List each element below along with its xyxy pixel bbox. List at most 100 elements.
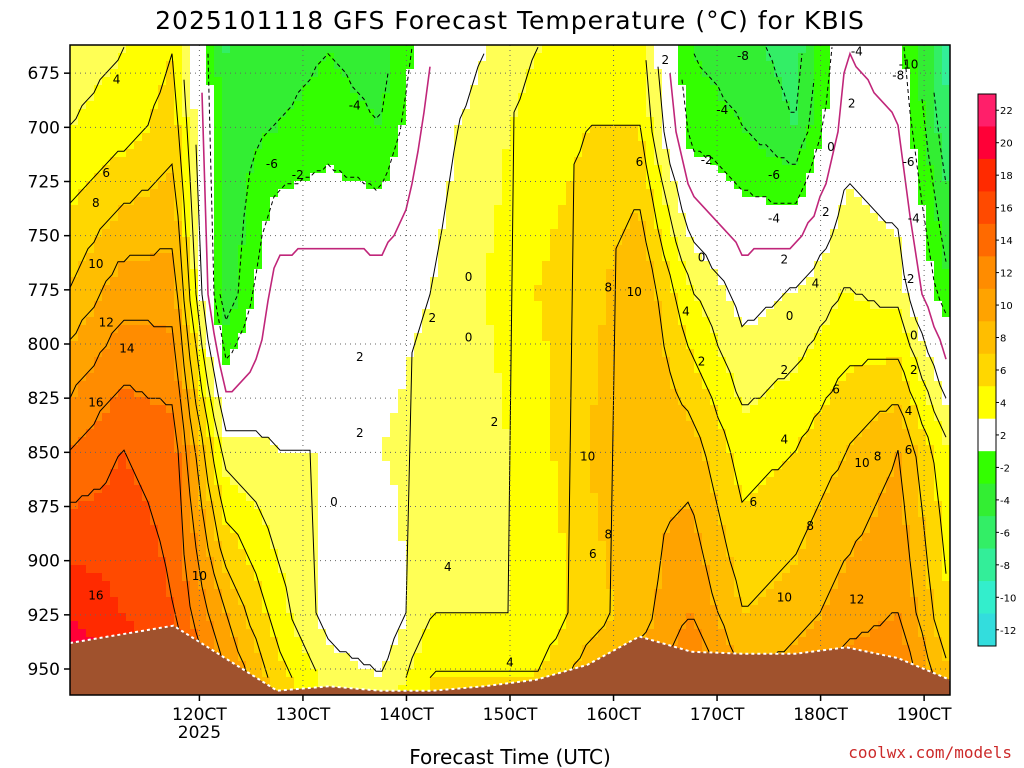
field-cell <box>222 317 231 326</box>
field-cell <box>390 341 399 350</box>
field-cell <box>254 93 263 102</box>
field-cell <box>382 117 391 126</box>
field-cell <box>70 245 79 254</box>
field-cell <box>406 597 415 606</box>
field-cell <box>542 365 551 374</box>
field-cell <box>310 389 319 398</box>
field-cell <box>326 469 335 478</box>
field-cell <box>326 85 335 94</box>
field-cell <box>278 237 287 246</box>
field-cell <box>406 565 415 574</box>
field-cell <box>406 605 415 614</box>
field-cell <box>366 229 375 238</box>
field-cell <box>502 141 511 150</box>
field-cell <box>422 421 431 430</box>
field-cell <box>462 269 471 278</box>
field-cell <box>286 517 295 526</box>
field-cell <box>454 637 463 646</box>
field-cell <box>294 189 303 198</box>
field-cell <box>198 197 207 206</box>
field-cell <box>550 613 559 622</box>
field-cell <box>78 141 87 150</box>
field-cell <box>462 213 471 222</box>
field-cell <box>446 429 455 438</box>
field-cell <box>262 461 271 470</box>
field-cell <box>430 461 439 470</box>
field-cell <box>462 549 471 558</box>
field-cell <box>374 661 383 670</box>
field-cell <box>246 485 255 494</box>
field-cell <box>86 429 95 438</box>
field-cell <box>302 205 311 214</box>
field-cell <box>238 101 247 110</box>
field-cell <box>422 605 431 614</box>
field-cell <box>302 125 311 134</box>
field-cell <box>174 157 183 166</box>
field-cell <box>454 645 463 654</box>
field-cell <box>302 477 311 486</box>
field-cell <box>102 621 111 630</box>
field-cell <box>366 93 375 102</box>
field-cell <box>302 197 311 206</box>
field-cell <box>182 77 191 86</box>
field-cell <box>526 613 535 622</box>
field-cell <box>246 421 255 430</box>
field-cell <box>182 293 191 302</box>
field-cell <box>142 245 151 254</box>
field-cell <box>278 45 287 54</box>
field-cell <box>310 645 319 654</box>
field-cell <box>126 333 135 342</box>
field-cell <box>374 173 383 182</box>
field-cell <box>102 149 111 158</box>
field-cell <box>414 269 423 278</box>
field-cell <box>518 189 527 198</box>
field-cell <box>334 349 343 358</box>
field-cell <box>302 469 311 478</box>
field-cell <box>110 109 119 118</box>
field-cell <box>158 85 167 94</box>
field-cell <box>118 485 127 494</box>
field-cell <box>534 325 543 334</box>
field-cell <box>318 597 327 606</box>
field-cell <box>158 309 167 318</box>
field-cell <box>150 357 159 366</box>
field-cell <box>502 445 511 454</box>
field-cell <box>278 453 287 462</box>
field-cell <box>134 357 143 366</box>
field-cell <box>526 125 535 134</box>
field-cell <box>374 397 383 406</box>
field-cell <box>334 253 343 262</box>
field-cell <box>182 517 191 526</box>
field-cell <box>374 221 383 230</box>
field-cell <box>550 85 559 94</box>
field-cell <box>238 141 247 150</box>
field-cell <box>318 181 327 190</box>
field-cell <box>246 293 255 302</box>
field-cell <box>422 253 431 262</box>
field-cell <box>206 589 215 598</box>
field-cell <box>254 61 263 70</box>
field-cell <box>158 365 167 374</box>
field-cell <box>150 509 159 518</box>
field-cell <box>334 389 343 398</box>
field-cell <box>398 469 407 478</box>
field-cell <box>326 533 335 542</box>
field-cell <box>446 149 455 158</box>
field-cell <box>246 109 255 118</box>
field-cell <box>198 77 207 86</box>
field-cell <box>270 141 279 150</box>
field-cell <box>422 629 431 638</box>
field-cell <box>358 445 367 454</box>
field-cell <box>318 605 327 614</box>
field-cell <box>286 197 295 206</box>
field-cell <box>134 597 143 606</box>
field-cell <box>174 261 183 270</box>
field-cell <box>238 469 247 478</box>
field-cell <box>142 533 151 542</box>
field-cell <box>358 437 367 446</box>
field-cell <box>214 93 223 102</box>
field-cell <box>94 309 103 318</box>
field-cell <box>534 173 543 182</box>
field-cell <box>478 245 487 254</box>
field-cell <box>158 461 167 470</box>
